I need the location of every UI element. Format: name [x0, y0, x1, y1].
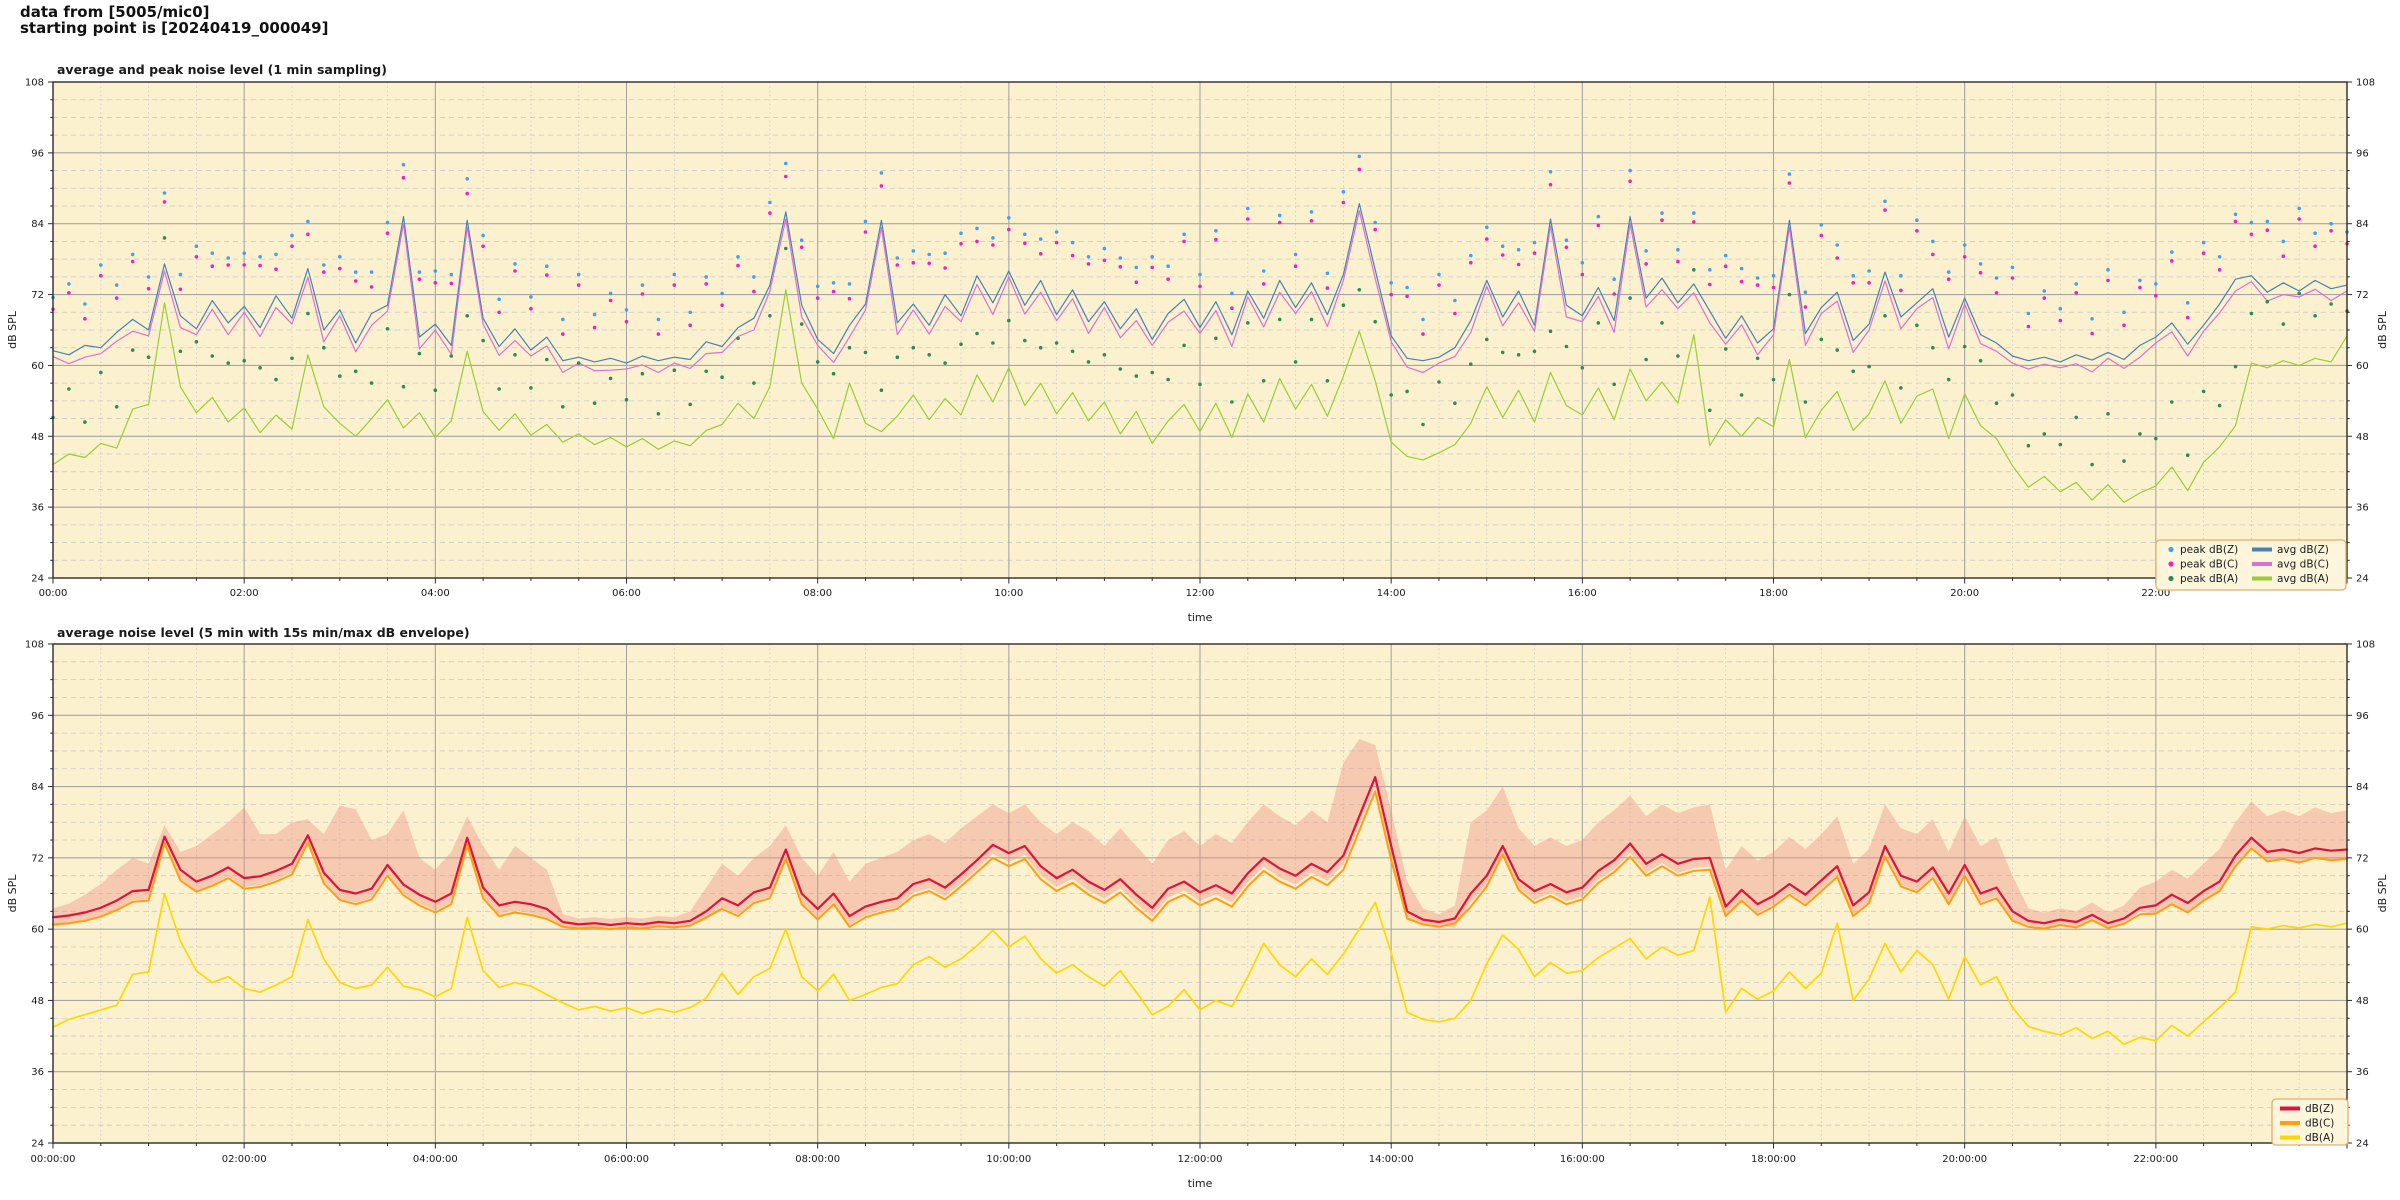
x-tick-label: 18:00:00: [1751, 1154, 1796, 1165]
legend-marker-dot: [2168, 546, 2174, 553]
legend-label: peak dB(A): [2180, 573, 2238, 585]
x-tick-label: 06:00:00: [604, 1154, 649, 1165]
x-tick-label: 10:00: [994, 588, 1023, 599]
y-axis-label-right: dB SPL: [2376, 874, 2389, 913]
x-tick-label: 00:00: [39, 588, 68, 599]
y-tick-label-right: 72: [2356, 853, 2369, 864]
series-line-db-z-: [51, 775, 2349, 927]
axis-ticks: [48, 81, 2352, 584]
x-tick-label: 14:00: [1377, 588, 1406, 599]
x-tick-label: 04:00: [421, 588, 450, 599]
y-tick-label-left: 96: [31, 148, 44, 159]
y-tick-label-right: 96: [2356, 148, 2369, 159]
series-scatter-peak-db-c-: [51, 167, 2349, 336]
chart-title: average and peak noise level (1 min samp…: [57, 62, 387, 77]
series-line-db-c-: [52, 790, 2348, 931]
y-tick-label-left: 72: [31, 853, 44, 864]
x-tick-label: 12:00:00: [1178, 1154, 1223, 1165]
x-tick-label: 16:00: [1568, 588, 1597, 599]
x-tick-label: 14:00:00: [1369, 1154, 1414, 1165]
y-tick-label-left: 84: [31, 219, 44, 230]
legend-label: peak dB(Z): [2180, 544, 2238, 556]
y-tick-label-left: 24: [31, 574, 44, 585]
axis-ticks: [48, 643, 2352, 1149]
legend-marker-dot: [2168, 575, 2174, 582]
legend-label: dB(Z): [2305, 1103, 2334, 1115]
x-tick-label: 10:00:00: [986, 1154, 1031, 1165]
series-line-avg-db-a-: [52, 289, 2348, 503]
figure-header: data from [5005/mic0] starting point is …: [20, 4, 328, 36]
y-tick-label-left: 60: [31, 925, 44, 936]
minmax-envelope: [53, 739, 2347, 930]
chart-title: average noise level (5 min with 15s min/…: [57, 625, 470, 640]
y-tick-label-right: 60: [2356, 361, 2369, 372]
y-tick-label-left: 60: [31, 361, 44, 372]
y-tick-label-right: 60: [2356, 925, 2369, 936]
chart-1: average and peak noise level (1 min samp…: [6, 62, 2389, 624]
x-tick-label: 00:00:00: [31, 1154, 76, 1165]
y-tick-label-left: 36: [31, 1067, 44, 1078]
series-scatter-peak-db-z-: [51, 154, 2349, 322]
x-tick-label: 04:00:00: [413, 1154, 458, 1165]
y-tick-label-right: 24: [2356, 574, 2369, 585]
x-tick-label: 20:00:00: [1942, 1154, 1987, 1165]
y-axis-label-left: dB SPL: [6, 310, 19, 349]
y-tick-label-right: 48: [2356, 432, 2369, 443]
y-tick-label-right: 84: [2356, 782, 2369, 793]
y-tick-label-left: 96: [31, 711, 44, 722]
y-tick-label-left: 108: [25, 78, 44, 89]
y-axis-label-right: dB SPL: [2376, 310, 2389, 349]
x-tick-label: 18:00: [1759, 588, 1788, 599]
x-tick-label: 16:00:00: [1560, 1154, 1605, 1165]
x-tick-label: 08:00:00: [795, 1154, 840, 1165]
y-tick-label-right: 72: [2356, 290, 2369, 301]
legend-label: dB(A): [2305, 1132, 2334, 1144]
legend: dB(Z) dB(C) dB(A): [2271, 1098, 2349, 1146]
series-line-avg-db-z-: [52, 203, 2348, 364]
chart-2: average noise level (5 min with 15s min/…: [6, 625, 2389, 1190]
y-tick-label-right: 84: [2356, 219, 2369, 230]
series-line-avg-db-c-: [52, 210, 2348, 374]
legend-label: avg dB(Z): [2277, 544, 2329, 556]
x-tick-label: 20:00: [1950, 588, 1979, 599]
y-tick-label-left: 84: [31, 782, 44, 793]
legend: peak dB(Z) peak dB(C) peak dB(A) avg dB(Z) a…: [2155, 539, 2347, 591]
legend-box: [2155, 539, 2347, 591]
y-axis-label-left: dB SPL: [6, 874, 19, 913]
y-tick-label-right: 108: [2356, 640, 2375, 651]
x-tick-label: 22:00:00: [2133, 1154, 2178, 1165]
series-line-db-a-: [52, 892, 2348, 1046]
y-tick-label-right: 108: [2356, 78, 2375, 89]
header-start-line: starting point is [20240419_000049]: [20, 19, 329, 37]
x-axis-label: time: [1188, 611, 1213, 624]
header-source-line: data from [5005/mic0]: [20, 3, 210, 21]
y-tick-label-left: 24: [31, 1139, 44, 1150]
x-tick-label: 02:00: [230, 588, 259, 599]
x-tick-label: 08:00: [803, 588, 832, 599]
y-tick-label-right: 36: [2356, 503, 2369, 514]
legend-label: dB(C): [2305, 1118, 2334, 1130]
legend-label: avg dB(C): [2277, 559, 2329, 571]
y-tick-label-right: 36: [2356, 1067, 2369, 1078]
series-scatter-peak-db-a-: [51, 236, 2349, 467]
legend-label: peak dB(C): [2180, 559, 2238, 571]
grid-major: [53, 644, 2347, 1143]
x-tick-label: 22:00: [2141, 588, 2170, 599]
x-axis-label: time: [1188, 1177, 1213, 1190]
grid-major: [53, 82, 2347, 578]
x-tick-label: 12:00: [1186, 588, 1215, 599]
legend-marker-dot: [2168, 561, 2174, 567]
y-tick-label-right: 48: [2356, 996, 2369, 1007]
y-tick-label-right: 24: [2356, 1139, 2369, 1150]
y-tick-label-left: 48: [31, 432, 44, 443]
x-tick-label: 02:00:00: [222, 1154, 267, 1165]
y-tick-label-left: 108: [25, 640, 44, 651]
y-tick-label-left: 36: [31, 503, 44, 514]
legend-label: avg dB(A): [2277, 573, 2329, 585]
x-tick-label: 06:00: [612, 588, 641, 599]
y-tick-label-left: 72: [31, 290, 44, 301]
y-tick-label-right: 96: [2356, 711, 2369, 722]
y-tick-label-left: 48: [31, 996, 44, 1007]
